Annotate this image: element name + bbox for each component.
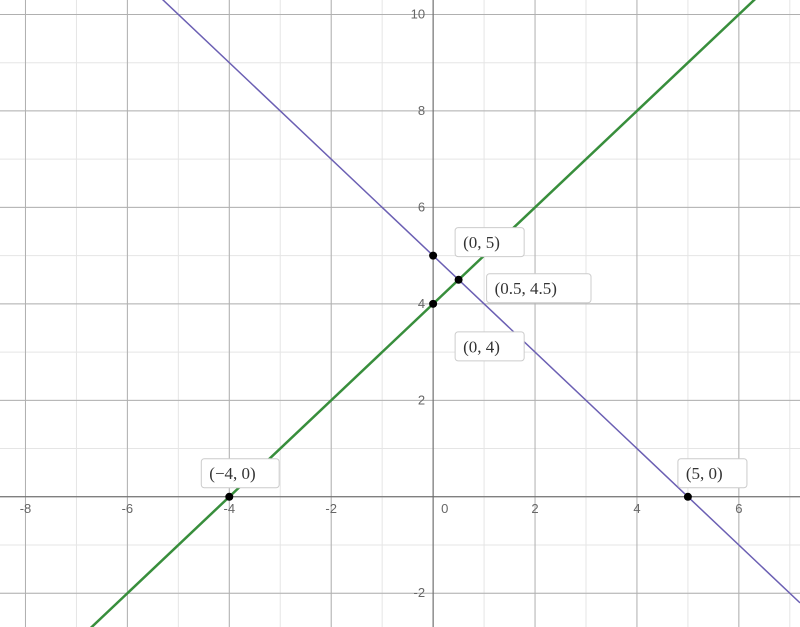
y-tick-label: -2 (414, 585, 426, 600)
coordinate-plane-chart: -8 -6 -4 -2 2 4 6 -2 2 4 6 8 10 0 (−4, 0) (0, 5) (0.5, 4… (0, 0, 800, 627)
point-marker (455, 276, 463, 284)
x-tick-label: 4 (633, 501, 640, 516)
point-label-text: (0, 5) (463, 233, 500, 252)
x-tick-label: 6 (735, 501, 742, 516)
point-label-text: (0, 4) (463, 337, 500, 356)
chart-svg: -8 -6 -4 -2 2 4 6 -2 2 4 6 8 10 0 (−4, 0) (0, 5) (0.5, 4… (0, 0, 800, 627)
point-label-text: (0.5, 4.5) (495, 279, 557, 298)
point-marker (684, 493, 692, 501)
point-label-text: (−4, 0) (209, 464, 255, 483)
point-marker (429, 300, 437, 308)
point-label-text: (5, 0) (686, 464, 723, 483)
y-tick-label: 2 (418, 392, 425, 407)
y-tick-label: 4 (418, 296, 425, 311)
y-tick-label: 10 (411, 6, 425, 21)
origin-label: 0 (441, 501, 448, 516)
point-marker (225, 493, 233, 501)
y-tick-label: 8 (418, 103, 425, 118)
chart-background (0, 0, 800, 627)
point-marker (429, 252, 437, 260)
x-tick-label: -2 (325, 501, 337, 516)
x-tick-label: 2 (531, 501, 538, 516)
x-tick-label: -4 (224, 501, 236, 516)
x-tick-label: -8 (20, 501, 32, 516)
y-tick-label: 6 (418, 199, 425, 214)
x-tick-label: -6 (122, 501, 134, 516)
